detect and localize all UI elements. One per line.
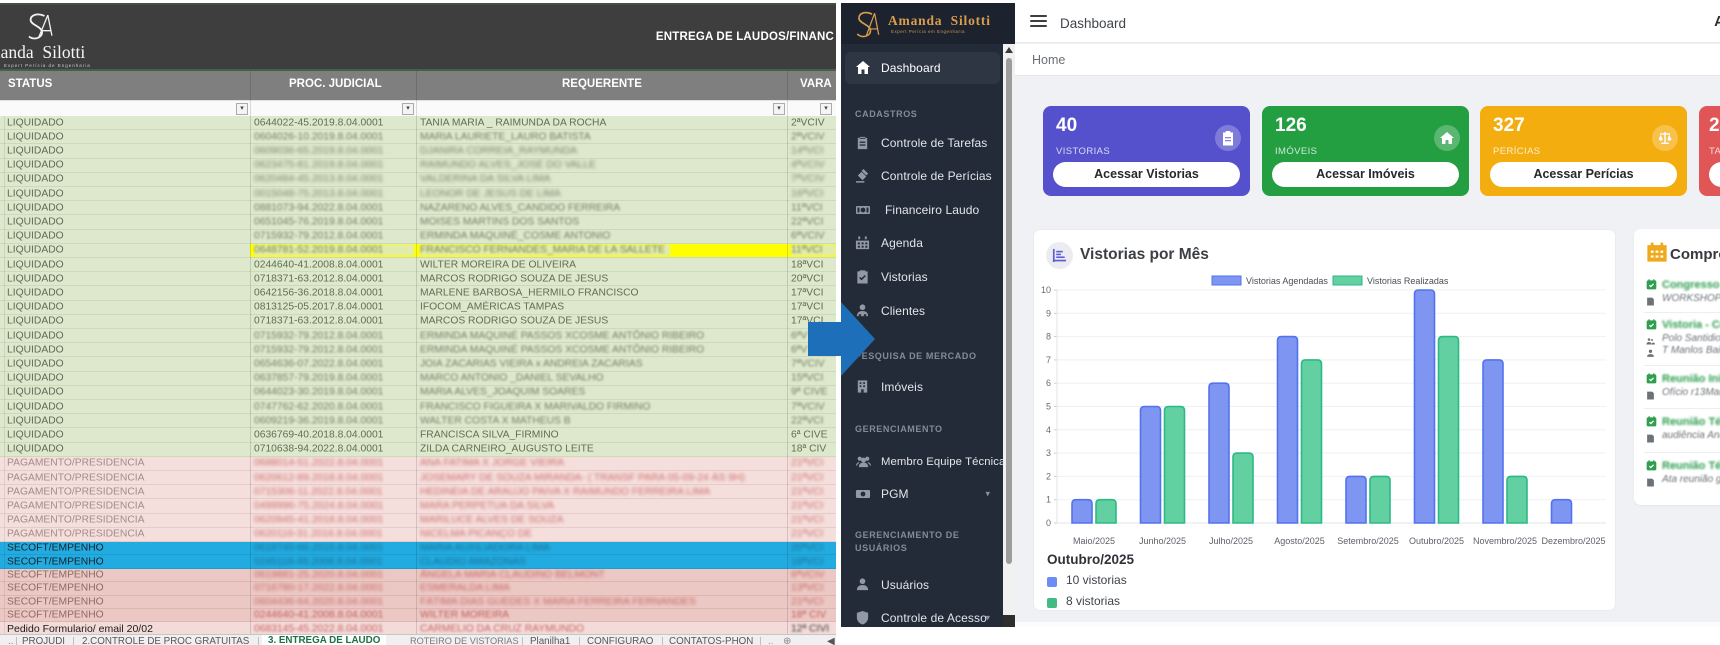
svg-text:Vistorias Realizadas: Vistorias Realizadas [1367,276,1449,286]
svg-text:Maio/2025: Maio/2025 [1073,536,1115,546]
svg-text:6: 6 [1046,378,1051,388]
svg-text:Novembro/2025: Novembro/2025 [1473,536,1537,546]
svg-text:Setembro/2025: Setembro/2025 [1337,536,1399,546]
svg-text:9: 9 [1046,308,1051,318]
svg-text:Expert Perícia de Engenharia: Expert Perícia de Engenharia [4,63,91,68]
svg-text:3: 3 [1046,448,1051,458]
svg-text:Junho/2025: Junho/2025 [1139,536,1186,546]
svg-text:Agosto/2025: Agosto/2025 [1274,536,1325,546]
svg-text:Julho/2025: Julho/2025 [1209,536,1253,546]
svg-text:Outubro/2025: Outubro/2025 [1409,536,1464,546]
svg-text:manda Silotti: manda Silotti [0,42,85,62]
svg-text:Vistorias Agendadas: Vistorias Agendadas [1246,276,1328,286]
svg-text:1: 1 [1046,495,1051,505]
svg-text:Dezembro/2025: Dezembro/2025 [1541,536,1605,546]
svg-text:2: 2 [1046,471,1051,481]
svg-text:10: 10 [1041,285,1051,295]
svg-text:4: 4 [1046,425,1051,435]
svg-text:8: 8 [1046,332,1051,342]
svg-text:7: 7 [1046,355,1051,365]
svg-text:5: 5 [1046,402,1051,412]
svg-text:0: 0 [1046,518,1051,528]
